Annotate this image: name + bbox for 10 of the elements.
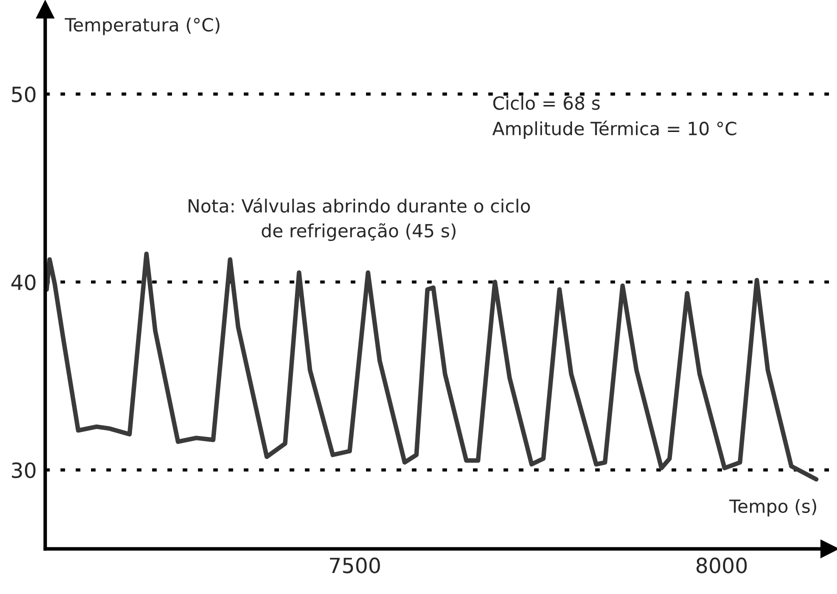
x-axis-title: Tempo (s) — [729, 499, 816, 516]
y-tick-label: 40 — [11, 274, 36, 290]
y-tick-label: 30 — [12, 462, 36, 478]
annotation: Nota: Válvulas abrindo durante o ciclo de refrigeração (45 s) — [188, 198, 530, 241]
y-axis-title: Temperatura (°C) — [64, 18, 220, 36]
line-series — [45, 252, 818, 482]
y-tick-label: 50 — [12, 86, 36, 102]
annotation: Ciclo = 68 s Amplitude Térmica = 10 °C — [492, 96, 736, 139]
x-tick-label: 8000 — [696, 558, 747, 574]
x-tick-label: 7500 — [330, 558, 380, 574]
